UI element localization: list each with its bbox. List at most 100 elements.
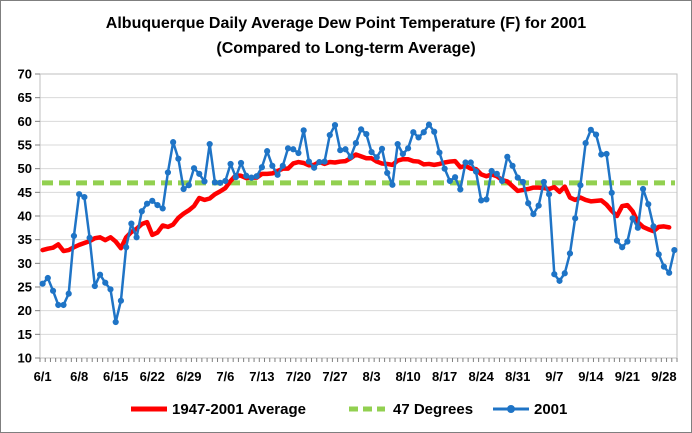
data-point-2001 [582,140,589,147]
data-point-2001 [389,181,396,188]
data-point-2001 [175,155,182,162]
data-point-2001 [629,215,636,222]
data-point-2001 [551,271,558,278]
data-point-2001 [519,178,527,186]
legend-item-47-degrees: 47 Degrees [349,401,473,418]
data-point-2001 [472,168,480,175]
data-point-2001 [279,162,286,169]
legend-label-47-degrees: 47 Degrees [393,401,473,418]
data-point-2001 [91,282,98,290]
data-point-2001 [107,286,114,293]
data-point-2001 [149,197,156,204]
data-point-2001 [410,129,417,136]
data-point-2001 [420,129,427,136]
chart-subtitle: (Compared to Long-term Average) [216,40,475,57]
x-tick-label: 7/13 [249,369,274,384]
data-point-2001 [493,170,500,177]
data-point-2001 [363,131,370,138]
data-point-2001 [561,270,568,277]
data-point-2001 [478,197,485,204]
data-point-2001 [441,165,448,172]
data-point-2001 [655,251,662,258]
data-point-2001 [347,153,354,160]
data-point-2001 [467,159,474,166]
data-point-2001 [488,167,495,175]
data-point-2001 [399,150,406,158]
x-tick-label: 8/3 [363,369,381,384]
data-point-2001 [86,234,93,241]
data-point-2001 [368,149,375,156]
data-point-2001 [170,139,177,146]
data-point-2001 [102,279,109,286]
data-point-2001 [253,173,260,180]
data-point-2001 [65,290,72,297]
series-line-average [40,152,672,254]
chart-title: Albuquerque Daily Average Dew Point Temp… [106,15,587,32]
data-point-2001 [237,159,245,167]
data-point-2001 [248,174,255,181]
data-point-2001 [321,158,328,165]
x-tick-label: 7/27 [322,369,347,384]
data-point-2001 [598,151,605,158]
data-point-2001 [331,122,339,129]
y-tick-label: 35 [18,232,32,247]
x-tick-label: 8/31 [505,369,530,384]
data-point-2001 [206,140,213,148]
y-tick-label: 60 [18,114,32,129]
data-point-2001 [514,174,521,181]
data-point-2001 [660,263,668,270]
data-point-2001 [384,169,391,177]
x-tick-label: 6/1 [34,369,52,384]
data-point-2001 [405,145,412,152]
data-point-2001 [634,224,641,231]
data-point-2001 [284,145,292,152]
data-point-2001 [666,269,673,276]
data-point-2001 [671,246,678,254]
legend-item-average: 1947-2001 Average [131,401,306,418]
x-tick-label: 8/24 [469,369,495,384]
y-tick-label: 50 [18,161,32,176]
data-point-2001 [462,159,469,166]
data-point-2001 [352,140,359,147]
data-point-2001 [316,158,323,166]
data-point-2001 [217,179,224,186]
x-tick-label: 7/20 [286,369,311,384]
data-point-2001 [415,134,422,141]
x-tick-label: 8/10 [395,369,420,384]
x-tick-label: 6/29 [176,369,201,384]
data-point-2001 [525,200,532,207]
data-point-2001 [185,182,192,189]
legend-label-average: 1947-2001 Average [172,401,306,418]
data-point-2001 [274,171,281,178]
legend-marker-2001 [507,405,515,413]
data-point-2001 [457,186,464,193]
data-point-2001 [190,165,198,172]
data-point-2001 [431,128,438,135]
data-point-2001 [608,189,615,196]
data-point-2001 [446,177,453,185]
data-point-2001 [300,127,307,134]
data-point-2001 [258,164,266,171]
data-point-2001 [451,174,459,181]
data-point-2001 [133,234,140,241]
data-point-2001 [572,215,579,222]
data-point-2001 [530,211,537,218]
data-point-2001 [378,145,386,152]
data-point-2001 [337,147,344,154]
y-tick-label: 55 [18,138,32,153]
x-tick-label: 9/21 [615,369,640,384]
data-point-2001 [44,274,51,282]
data-point-2001 [159,205,166,212]
data-point-2001 [201,178,208,185]
legend-label-2001: 2001 [534,401,567,418]
data-point-2001 [143,200,151,207]
legend: 1947-2001 Average 47 Degrees 2001 [131,401,567,418]
y-tick-label: 10 [18,351,32,366]
y-tick-label: 40 [18,209,32,224]
data-point-2001 [112,318,119,326]
data-point-2001 [545,191,553,198]
data-point-2001 [613,237,621,244]
data-point-2001 [587,126,594,133]
data-point-2001 [509,162,516,169]
